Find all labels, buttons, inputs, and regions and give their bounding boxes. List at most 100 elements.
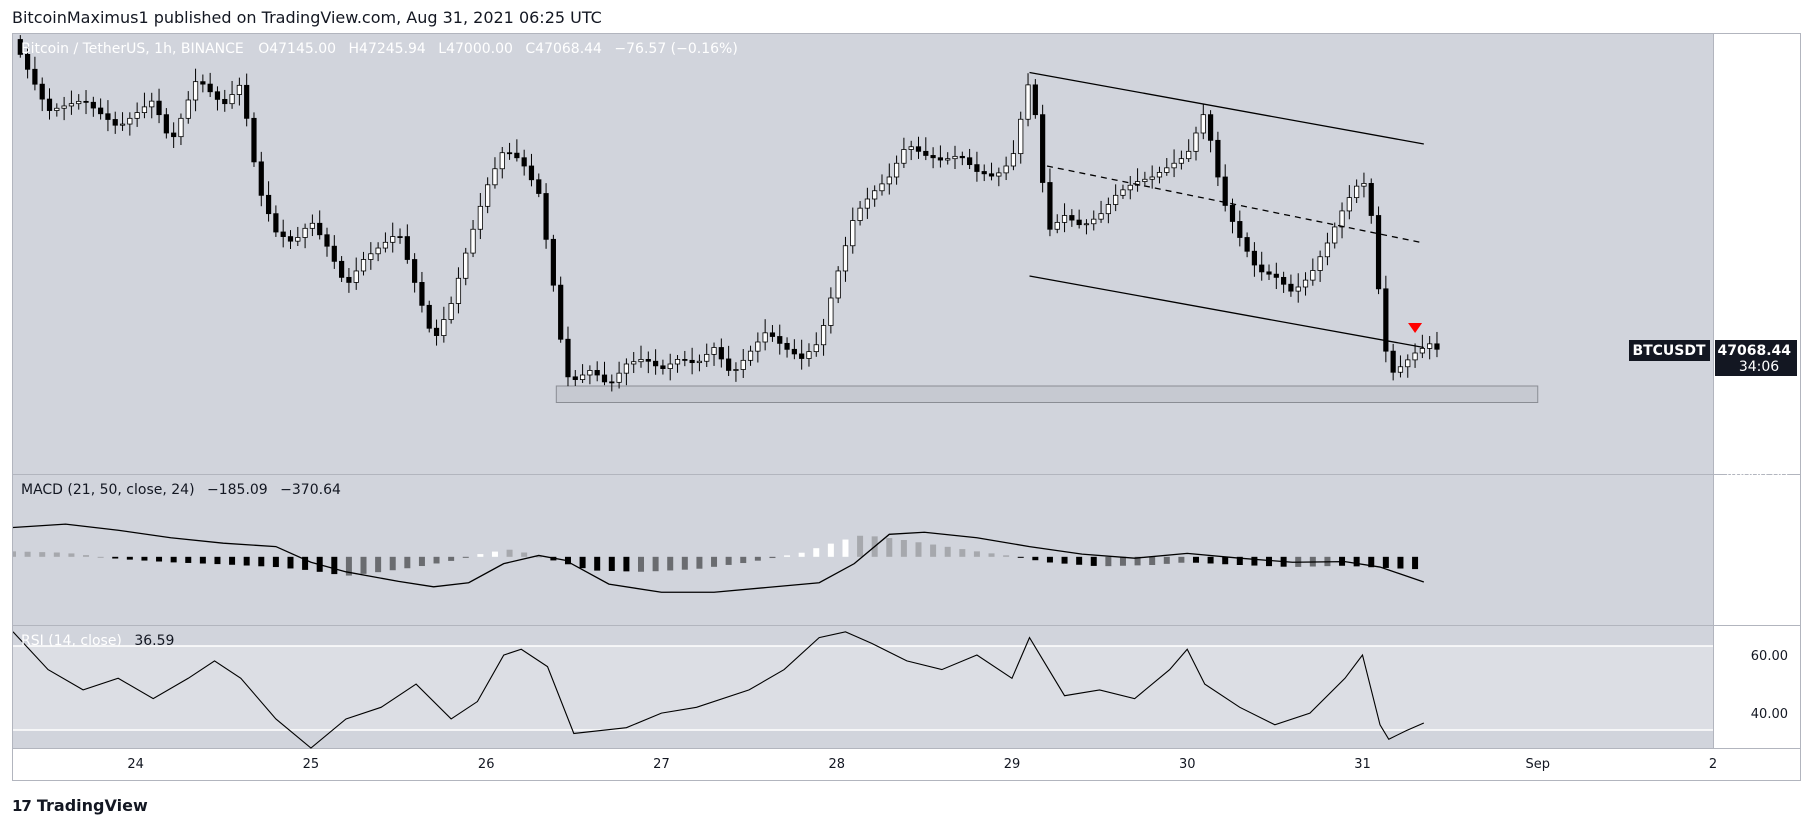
channel-lower-line[interactable] <box>1029 275 1424 349</box>
macd-histogram-bar <box>623 556 630 572</box>
candle-body <box>1207 114 1214 141</box>
time-tick-label: 26 <box>478 757 495 772</box>
macd-histogram-bar <box>491 551 498 557</box>
candle-body <box>864 198 870 209</box>
macd-histogram-bar <box>915 542 922 557</box>
candle-body <box>1061 215 1068 223</box>
macd-histogram-bar <box>97 556 104 558</box>
macd-histogram-bar <box>345 556 352 576</box>
candle-body <box>1156 172 1163 178</box>
macd-histogram-bar <box>199 556 206 564</box>
ticker-tag: BTCUSDT <box>1632 343 1706 359</box>
macd-histogram-bar <box>156 556 163 562</box>
last-price-tag[interactable]: BTCUSDT 47068.44 34:06 <box>1629 340 1797 376</box>
candle-body <box>587 370 593 376</box>
macd-histogram-bar <box>959 549 966 557</box>
tradingview-logo-icon: 17 <box>12 796 32 815</box>
macd-histogram-bar <box>1134 556 1141 566</box>
time-tick-label: 25 <box>303 757 320 772</box>
rsi-line[interactable] <box>12 631 1425 749</box>
candle-body <box>17 39 23 55</box>
candle-body <box>192 81 199 101</box>
candle-body <box>1397 366 1404 373</box>
time-tick-label: 2 <box>1709 757 1717 772</box>
macd-histogram-bar <box>842 539 849 557</box>
macd-histogram-bar <box>973 551 980 557</box>
candle-body <box>1047 182 1053 230</box>
macd-histogram-bar <box>112 556 119 559</box>
candle-body <box>141 106 148 114</box>
candle-body <box>726 358 732 371</box>
rsi-label[interactable]: RSI (14, close) <box>21 633 122 649</box>
candle-body <box>1346 197 1352 212</box>
candle-body <box>485 184 491 207</box>
candle-body <box>1295 286 1301 292</box>
macd-histogram-bar <box>1236 556 1243 565</box>
candle-body <box>163 114 169 134</box>
candle-body <box>1098 213 1104 220</box>
channel-upper-line[interactable] <box>1029 71 1424 145</box>
candle-body <box>813 344 819 353</box>
close-value: 47068.44 <box>535 41 602 57</box>
price-tick-label: 46000.00 <box>1726 468 1788 483</box>
candle-body <box>287 236 294 242</box>
candle-body <box>893 162 900 178</box>
candle-body <box>550 238 556 286</box>
candle-body <box>244 84 250 119</box>
sell-signal-marker[interactable] <box>1408 323 1423 333</box>
macd-histogram-bar <box>1105 556 1112 567</box>
rsi-legend: RSI (14, close) 36.59 <box>21 633 174 649</box>
candle-body <box>594 370 600 376</box>
candle-body <box>514 152 520 159</box>
macd-histogram-bar <box>564 556 571 565</box>
macd-histogram-bar <box>798 552 805 557</box>
chart-canvas[interactable]: 49600.00 49200.00 48800.00 48400.00 48000.00… <box>10 34 1800 780</box>
candle-body <box>952 155 958 160</box>
candle-body <box>521 157 527 167</box>
macd-histogram-bar <box>1003 555 1010 557</box>
support-zone[interactable] <box>555 385 1539 403</box>
channel-mid-line[interactable] <box>1046 165 1424 244</box>
candle-body <box>1412 352 1418 361</box>
macd-histogram-bar <box>900 540 907 557</box>
candle-body <box>46 98 53 111</box>
tradingview-logo[interactable]: 17 TradingView <box>12 796 148 815</box>
high-value: 47245.94 <box>359 41 426 57</box>
candle-body <box>433 327 440 336</box>
candle-body <box>54 107 60 111</box>
chart-frame[interactable]: 49600.00 49200.00 48800.00 48400.00 48000.00… <box>10 33 1801 781</box>
macd-histogram-bar <box>667 556 674 571</box>
rsi-tick-label: 40.00 <box>1751 707 1788 722</box>
candle-body <box>419 282 425 306</box>
macd-histogram-bar <box>813 548 820 557</box>
macd-histogram-bar <box>521 552 528 557</box>
candle-body <box>653 360 659 367</box>
macd-label[interactable]: MACD (21, 50, close, 24) <box>21 482 195 498</box>
candle-body <box>908 146 914 150</box>
close-label: C <box>525 41 535 57</box>
macd-line[interactable] <box>12 523 1425 593</box>
time-tick-label: Sep <box>1525 757 1550 772</box>
candle-body <box>98 107 104 115</box>
macd-histogram-bar <box>784 555 791 557</box>
candle-body <box>171 132 177 138</box>
candle-body <box>368 253 374 260</box>
candle-body <box>127 117 133 125</box>
price-tick-label: 48000.00 <box>1726 248 1788 263</box>
symbol-label[interactable]: Bitcoin / TetherUS, 1h, BINANCE <box>21 41 244 57</box>
macd-histogram-bar <box>68 553 75 557</box>
candle-body <box>1040 114 1046 183</box>
macd-histogram-bar <box>141 556 148 561</box>
macd-histogram-bar <box>827 543 834 557</box>
candle-body <box>536 179 542 194</box>
candle-body <box>638 359 644 363</box>
candle-body <box>1244 237 1250 252</box>
macd-histogram-bar <box>944 546 951 557</box>
candle-body <box>623 363 630 374</box>
time-tick-label: 30 <box>1179 757 1196 772</box>
macd-histogram-bar <box>477 554 484 557</box>
candle-body <box>1383 288 1389 352</box>
macd-histogram-bar <box>243 556 250 566</box>
publish-header: BitcoinMaximus1 published on TradingView… <box>12 8 602 27</box>
candle-body <box>105 113 111 120</box>
